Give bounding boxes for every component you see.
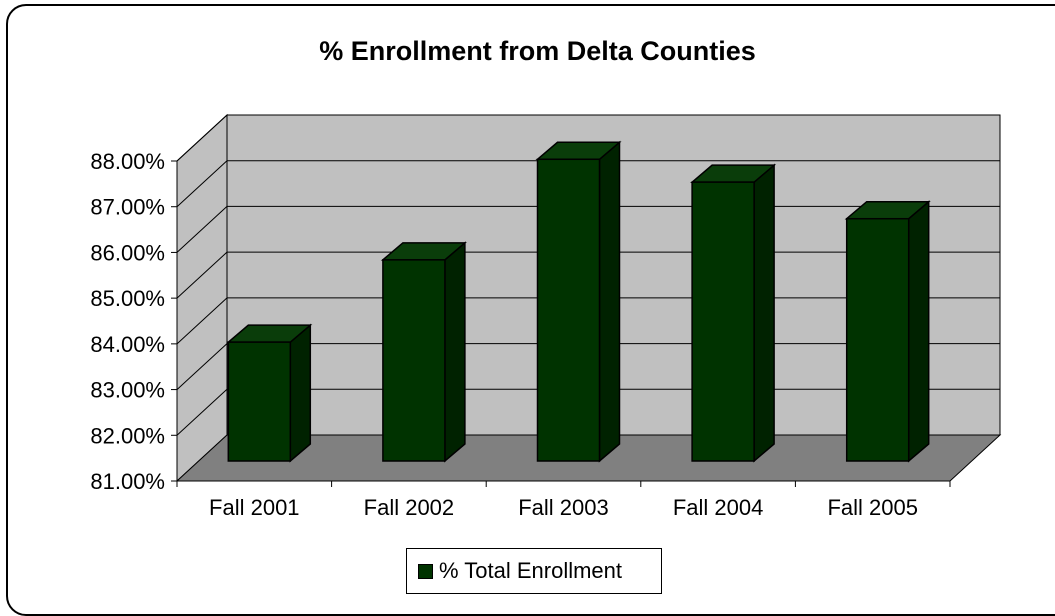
side-wall [176,113,228,483]
bar-front [691,181,755,462]
bar [844,200,931,463]
gridline [176,160,228,208]
x-tick-label: Fall 2004 [673,495,764,520]
bar-front [227,341,292,462]
legend-swatch [418,563,433,579]
y-tick-label: 88.00% [90,149,165,174]
bar-side [444,241,466,463]
bar-front [536,158,601,462]
y-tick-label: 85.00% [90,286,165,311]
x-tick-label: Fall 2005 [827,495,918,520]
gridline [176,297,228,345]
chart-title: % Enrollment from Delta Counties [319,36,756,66]
bar-side [289,323,312,463]
bar-front [845,217,910,462]
bar-side [598,140,621,463]
gridline [176,206,228,253]
chart-plot: 81.00% 82.00% 83.00% 84.00% 85.00% 86.00% 87.0… [90,113,1002,520]
y-tick-label: 87.00% [90,195,165,220]
bar-side [753,163,775,463]
bar-side [907,200,930,463]
x-tick-label: Fall 2003 [518,495,609,520]
bar [690,163,777,463]
y-tick-label: 81.00% [90,469,165,494]
x-tick-label: Fall 2002 [364,495,455,520]
y-tick-label: 84.00% [90,332,165,357]
legend-label: % Total Enrollment [439,558,623,583]
gridline [176,388,228,436]
gridline [176,251,228,299]
gridline [176,114,228,162]
x-tick-label: Fall 2001 [209,495,300,520]
bar-front [382,259,446,462]
legend: % Total Enrollment [406,548,662,594]
bar [535,140,622,463]
y-tick-label: 83.00% [90,378,165,403]
y-tick-label: 82.00% [90,423,165,448]
y-tick-label: 86.00% [90,240,165,265]
gridline [176,343,228,390]
bar [226,323,313,463]
bar [380,241,467,463]
